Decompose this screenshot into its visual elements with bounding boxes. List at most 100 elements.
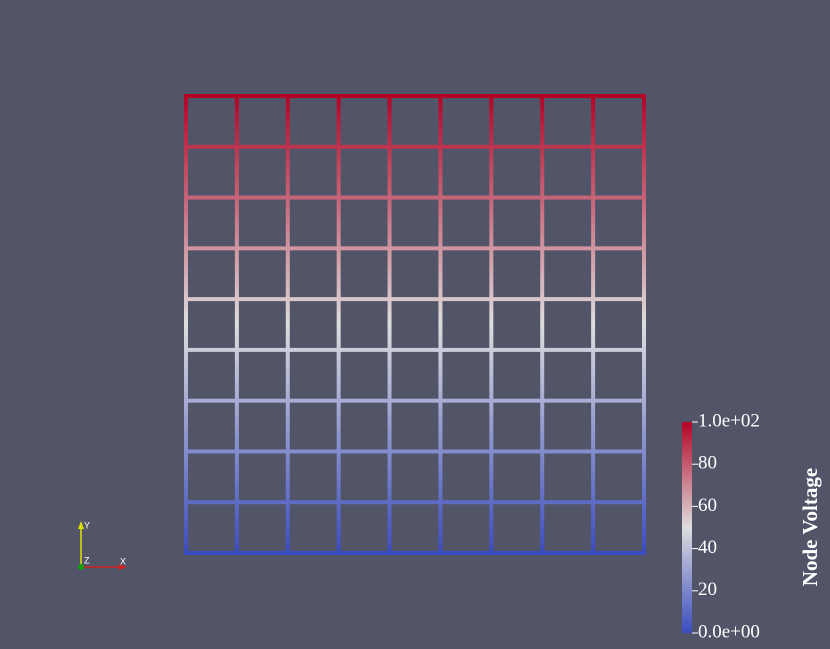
mesh-edge-horizontal xyxy=(591,246,646,251)
mesh-edge-horizontal xyxy=(336,449,392,454)
mesh-edge-horizontal xyxy=(591,347,646,352)
mesh-edge-vertical xyxy=(387,197,392,249)
mesh-edge-horizontal xyxy=(489,449,545,454)
z-axis-label: Z xyxy=(84,555,90,565)
mesh-edge-horizontal xyxy=(387,246,443,251)
mesh-edge-horizontal xyxy=(234,347,290,352)
mesh-edge-vertical xyxy=(591,197,596,249)
mesh-edge-horizontal xyxy=(184,347,239,352)
mesh-edge-vertical xyxy=(489,96,494,147)
mesh-edge-vertical xyxy=(642,502,646,553)
mesh-edge-horizontal xyxy=(285,347,341,352)
mesh-edge-horizontal xyxy=(184,195,239,200)
mesh-edge-horizontal xyxy=(540,94,596,98)
mesh-edge-horizontal xyxy=(489,347,545,352)
mesh-edge-horizontal xyxy=(387,551,443,555)
mesh-edge-horizontal xyxy=(591,449,646,454)
mesh-edge-horizontal xyxy=(438,449,494,454)
mesh-edge-vertical xyxy=(591,299,596,350)
mesh-edge-horizontal xyxy=(540,144,596,149)
mesh-edge-vertical xyxy=(489,451,494,503)
mesh-edge-vertical xyxy=(489,146,494,198)
mesh-edge-vertical xyxy=(540,146,545,198)
mesh-edge-vertical xyxy=(540,299,545,350)
mesh-edge-horizontal xyxy=(234,500,290,505)
mesh-edge-horizontal xyxy=(184,449,239,454)
mesh-edge-horizontal xyxy=(336,195,392,200)
mesh-edge-horizontal xyxy=(336,297,392,302)
mesh-edge-horizontal xyxy=(184,500,239,505)
mesh-edge-vertical xyxy=(336,400,341,452)
mesh-edge-vertical xyxy=(387,400,392,452)
mesh-edge-vertical xyxy=(184,451,188,503)
x-arrow-head xyxy=(119,564,127,570)
mesh-edge-horizontal xyxy=(387,195,443,200)
mesh-edge-vertical xyxy=(184,299,188,350)
mesh-edge-vertical xyxy=(591,349,596,401)
mesh-edge-horizontal xyxy=(540,246,596,251)
colorbar-title: Node Voltage xyxy=(798,468,822,586)
mesh-edge-horizontal xyxy=(489,246,545,251)
mesh-edge-horizontal xyxy=(234,94,290,98)
mesh-edge-horizontal xyxy=(387,347,443,352)
mesh-edge-horizontal xyxy=(184,398,239,403)
mesh-edge-vertical xyxy=(336,299,341,350)
mesh-edge-vertical xyxy=(285,248,290,300)
mesh-edge-vertical xyxy=(336,146,341,198)
mesh-edge-vertical xyxy=(642,451,646,503)
mesh-edge-horizontal xyxy=(438,94,494,98)
mesh-edge-horizontal xyxy=(438,347,494,352)
mesh-edge-horizontal xyxy=(336,500,392,505)
mesh-edge-horizontal xyxy=(438,297,494,302)
y-axis-label: Y xyxy=(84,520,90,530)
mesh-edge-horizontal xyxy=(438,551,494,555)
mesh-edge-vertical xyxy=(387,299,392,350)
mesh-edge-horizontal xyxy=(285,500,341,505)
mesh-edge-vertical xyxy=(591,96,596,147)
mesh-edge-vertical xyxy=(285,299,290,350)
mesh-edge-horizontal xyxy=(336,347,392,352)
mesh-edge-horizontal xyxy=(184,246,239,251)
colorbar-tick-label: 0.0e+00 xyxy=(698,621,760,642)
mesh-edge-vertical xyxy=(438,197,443,249)
colorbar xyxy=(682,422,692,633)
mesh-edge-vertical xyxy=(285,451,290,503)
mesh-edge-vertical xyxy=(234,96,239,147)
mesh-edge-horizontal xyxy=(540,347,596,352)
mesh-edge-vertical xyxy=(387,502,392,553)
mesh-edge-horizontal xyxy=(336,551,392,555)
mesh-edge-vertical xyxy=(184,400,188,452)
mesh-edge-vertical xyxy=(336,248,341,300)
mesh-edge-vertical xyxy=(234,248,239,300)
mesh-edge-vertical xyxy=(184,96,188,147)
mesh-edge-vertical xyxy=(489,349,494,401)
mesh-edge-vertical xyxy=(540,197,545,249)
mesh-edge-horizontal xyxy=(591,500,646,505)
mesh-edge-horizontal xyxy=(540,297,596,302)
colorbar-tick-label: 1.0e+02 xyxy=(698,410,760,431)
mesh-edge-vertical xyxy=(336,451,341,503)
mesh-edge-horizontal xyxy=(285,297,341,302)
mesh-edge-vertical xyxy=(489,248,494,300)
z-axis-dot xyxy=(78,564,84,570)
mesh-edge-horizontal xyxy=(438,195,494,200)
colorbar-tick-label: 60 xyxy=(698,495,717,516)
mesh-edge-vertical xyxy=(234,400,239,452)
mesh-edge-horizontal xyxy=(336,144,392,149)
mesh-edge-vertical xyxy=(438,299,443,350)
mesh-edge-horizontal xyxy=(184,144,239,149)
mesh-edge-horizontal xyxy=(489,297,545,302)
mesh-edge-vertical xyxy=(642,146,646,198)
mesh-edge-vertical xyxy=(591,451,596,503)
mesh-edge-vertical xyxy=(438,451,443,503)
mesh-edge-vertical xyxy=(642,400,646,452)
colorbar-tick-label: 80 xyxy=(698,453,717,474)
mesh-edge-horizontal xyxy=(540,449,596,454)
mesh-edge-vertical xyxy=(540,502,545,553)
mesh-edge-vertical xyxy=(438,349,443,401)
mesh-edge-vertical xyxy=(438,248,443,300)
x-axis-label: X xyxy=(120,556,126,566)
mesh-edge-vertical xyxy=(540,248,545,300)
mesh-edge-horizontal xyxy=(489,500,545,505)
mesh-edge-vertical xyxy=(234,146,239,198)
